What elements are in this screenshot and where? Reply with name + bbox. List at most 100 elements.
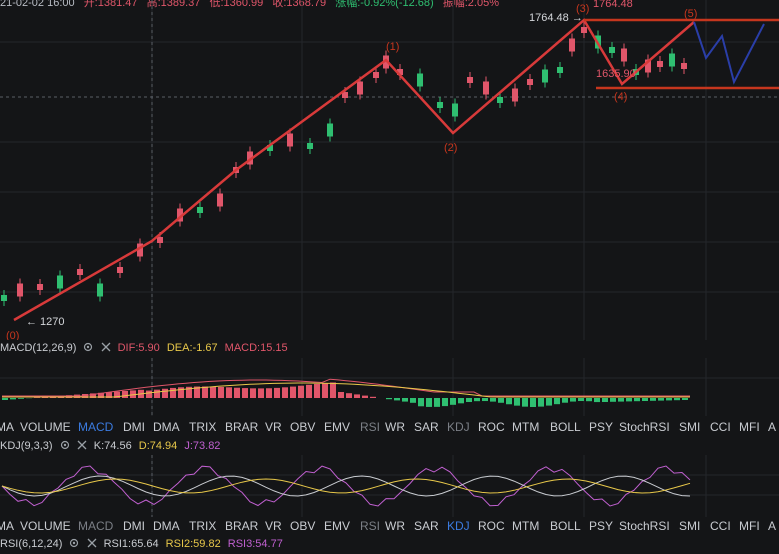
tab-wr[interactable]: WR bbox=[385, 519, 405, 533]
settings-icon[interactable] bbox=[83, 342, 93, 352]
tab-dmi[interactable]: DMI bbox=[123, 519, 145, 533]
tab-cci[interactable]: CCI bbox=[710, 420, 731, 434]
macd-bar bbox=[426, 398, 432, 407]
tab-emv[interactable]: EMV bbox=[324, 519, 350, 533]
candle-body bbox=[17, 284, 23, 297]
close-icon[interactable] bbox=[77, 440, 87, 450]
tab-smi[interactable]: SMI bbox=[679, 420, 700, 434]
tab-boll[interactable]: BOLL bbox=[550, 420, 581, 434]
macd-bar bbox=[298, 386, 304, 398]
indicator-tabs-lower: MA VOLUME MACD DMI DMA TRIX BRAR VR OBV EMV RSI WR S… bbox=[0, 517, 779, 535]
tab-sar[interactable]: SAR bbox=[414, 519, 439, 533]
macd-name: MACD(12,26,9) bbox=[0, 342, 76, 354]
candle-body bbox=[77, 269, 83, 275]
tab-a[interactable]: A bbox=[768, 519, 776, 533]
candle-body bbox=[681, 63, 687, 69]
macd-bar bbox=[554, 398, 560, 404]
macd-bar bbox=[10, 398, 16, 399]
tab-vr[interactable]: VR bbox=[265, 519, 282, 533]
tab-obv[interactable]: OBV bbox=[290, 519, 315, 533]
macd-bar bbox=[618, 398, 624, 402]
tab-kdj[interactable]: KDJ bbox=[447, 519, 470, 533]
candle-body bbox=[373, 72, 379, 78]
macd-bar bbox=[602, 398, 608, 402]
tab-emv[interactable]: EMV bbox=[324, 420, 350, 434]
macd-bar bbox=[202, 386, 208, 398]
tab-volume[interactable]: VOLUME bbox=[20, 519, 71, 533]
macd-bar bbox=[434, 398, 440, 407]
macd-bar bbox=[474, 398, 480, 401]
projection-wave-line[interactable] bbox=[694, 22, 764, 82]
tab-dma[interactable]: DMA bbox=[153, 420, 180, 434]
macd-bar bbox=[466, 398, 472, 402]
tab-wr[interactable]: WR bbox=[385, 420, 405, 434]
macd-bar bbox=[578, 398, 584, 401]
tab-macd[interactable]: MACD bbox=[78, 420, 113, 434]
macd-bar bbox=[154, 390, 160, 398]
tab-ma[interactable]: MA bbox=[0, 420, 14, 434]
tab-mfi[interactable]: MFI bbox=[739, 519, 760, 533]
tab-rsi[interactable]: RSI bbox=[360, 420, 380, 434]
tab-kdj[interactable]: KDJ bbox=[447, 420, 470, 434]
tab-psy[interactable]: PSY bbox=[589, 420, 613, 434]
macd-chart[interactable] bbox=[0, 358, 779, 416]
macd-bar bbox=[258, 388, 264, 398]
tab-brar[interactable]: BRAR bbox=[225, 519, 258, 533]
macd-bar bbox=[178, 387, 184, 398]
tab-trix[interactable]: TRIX bbox=[189, 420, 216, 434]
candle-body bbox=[527, 79, 533, 85]
tab-dmi[interactable]: DMI bbox=[123, 420, 145, 434]
tab-macd[interactable]: MACD bbox=[78, 519, 113, 533]
macd-bar bbox=[658, 398, 664, 401]
high-price-label: 1764.48 → bbox=[529, 12, 583, 24]
candlestick-chart[interactable]: (0) (1) (2) (3) (4) (5) ← 1270 1764.48 →… bbox=[0, 0, 779, 340]
tab-mfi[interactable]: MFI bbox=[739, 420, 760, 434]
tab-rsi[interactable]: RSI bbox=[360, 519, 380, 533]
candle-body bbox=[581, 27, 587, 33]
low-price-label: ← 1270 bbox=[26, 316, 65, 328]
macd-bar bbox=[666, 398, 672, 400]
tab-smi[interactable]: SMI bbox=[679, 519, 700, 533]
settings-icon[interactable] bbox=[69, 538, 79, 548]
tab-ma[interactable]: MA bbox=[0, 519, 14, 533]
tab-brar[interactable]: BRAR bbox=[225, 420, 258, 434]
macd-bar bbox=[266, 388, 272, 398]
tab-mtm[interactable]: MTM bbox=[512, 519, 539, 533]
tab-trix[interactable]: TRIX bbox=[189, 519, 216, 533]
macd-bar bbox=[490, 398, 496, 402]
tab-cci[interactable]: CCI bbox=[710, 519, 731, 533]
tab-stochrsi[interactable]: StochRSI bbox=[619, 519, 670, 533]
candle-body bbox=[609, 47, 615, 53]
close-icon[interactable] bbox=[101, 342, 111, 352]
tab-vr[interactable]: VR bbox=[265, 420, 282, 434]
tab-boll[interactable]: BOLL bbox=[550, 519, 581, 533]
tab-obv[interactable]: OBV bbox=[290, 420, 315, 434]
close-icon[interactable] bbox=[87, 538, 97, 548]
candle-body bbox=[157, 237, 163, 243]
candle-body bbox=[197, 207, 203, 213]
candle-body bbox=[437, 102, 443, 108]
macd-bar bbox=[210, 387, 216, 398]
settings-icon[interactable] bbox=[60, 440, 70, 450]
macd-bar bbox=[562, 398, 568, 403]
tab-volume[interactable]: VOLUME bbox=[20, 420, 71, 434]
candle-body bbox=[217, 194, 223, 207]
tab-psy[interactable]: PSY bbox=[589, 519, 613, 533]
kdj-chart[interactable] bbox=[0, 455, 779, 517]
candle-body bbox=[97, 284, 103, 297]
tab-roc[interactable]: ROC bbox=[478, 519, 505, 533]
mid-price-tag: 1635.90 bbox=[596, 68, 636, 80]
tab-mtm[interactable]: MTM bbox=[512, 420, 539, 434]
tab-dma[interactable]: DMA bbox=[153, 519, 180, 533]
tab-stochrsi[interactable]: StochRSI bbox=[619, 420, 670, 434]
tab-roc[interactable]: ROC bbox=[478, 420, 505, 434]
macd-bar bbox=[498, 398, 504, 403]
macd-bar bbox=[122, 391, 128, 398]
tab-a[interactable]: A bbox=[768, 420, 776, 434]
macd-bar bbox=[674, 398, 680, 400]
tab-sar[interactable]: SAR bbox=[414, 420, 439, 434]
elliott-wave-line[interactable] bbox=[14, 20, 694, 320]
indicator-tabs-upper: MA VOLUME MACD DMI DMA TRIX BRAR VR OBV EMV RSI WR S… bbox=[0, 418, 779, 436]
macd-bar bbox=[458, 398, 464, 403]
d-line bbox=[2, 479, 690, 493]
